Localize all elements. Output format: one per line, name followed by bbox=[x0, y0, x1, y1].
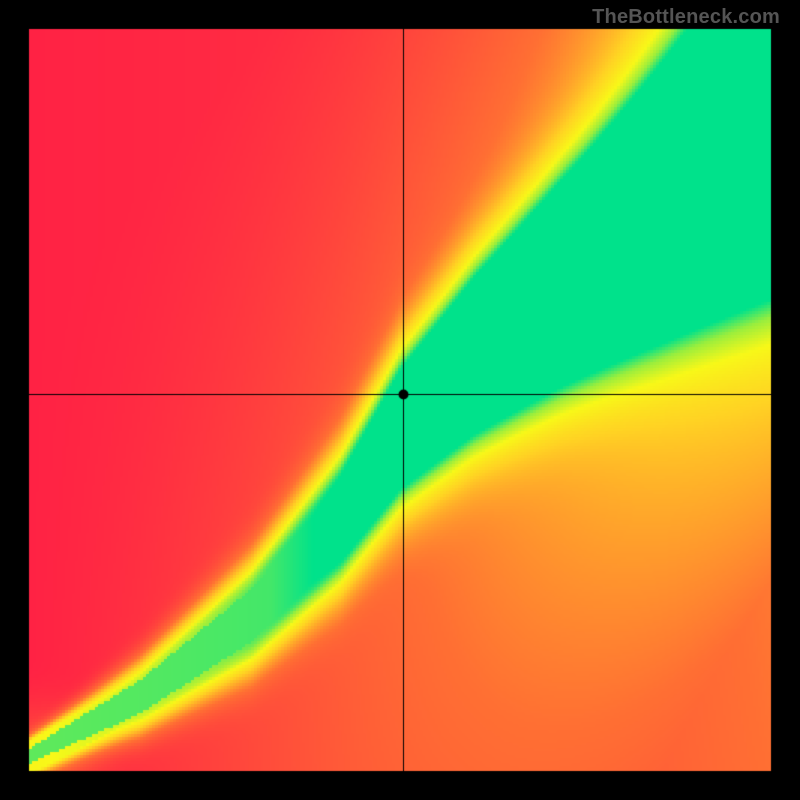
watermark-text: TheBottleneck.com bbox=[592, 6, 780, 29]
heatmap-canvas bbox=[0, 0, 800, 800]
chart-container: TheBottleneck.com bbox=[0, 0, 800, 800]
